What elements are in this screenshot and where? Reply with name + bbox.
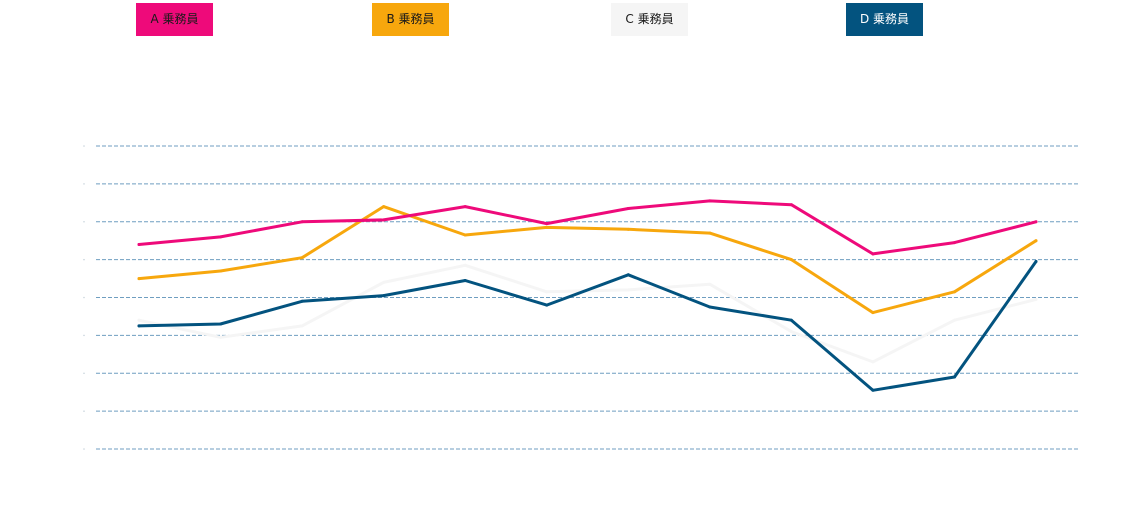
data-point-c-11[interactable] bbox=[952, 318, 956, 322]
data-point-a-6[interactable] bbox=[545, 222, 549, 226]
data-point-d-12[interactable] bbox=[1034, 260, 1038, 264]
data-point-a-1[interactable] bbox=[137, 242, 141, 246]
data-point-b-8[interactable] bbox=[708, 231, 712, 235]
data-point-a-3[interactable] bbox=[300, 220, 304, 224]
y-tick-mark-2 bbox=[83, 372, 85, 375]
data-point-b-12[interactable] bbox=[1034, 239, 1038, 243]
legend-item-b[interactable]: B 乗務員 bbox=[372, 3, 449, 36]
y-tick-mark-8 bbox=[83, 145, 85, 147]
data-point-c-9[interactable] bbox=[789, 330, 793, 334]
grid-lines bbox=[83, 145, 1078, 450]
data-point-b-5[interactable] bbox=[463, 233, 467, 237]
data-point-a-7[interactable] bbox=[626, 206, 630, 210]
series-line-b[interactable] bbox=[137, 205, 1038, 315]
data-point-a-8[interactable] bbox=[708, 199, 712, 203]
data-point-c-1[interactable] bbox=[137, 318, 141, 322]
series-line-c[interactable] bbox=[137, 263, 1038, 364]
data-point-c-5[interactable] bbox=[463, 263, 467, 267]
data-point-c-8[interactable] bbox=[708, 282, 712, 286]
data-point-c-4[interactable] bbox=[382, 280, 386, 284]
data-point-a-5[interactable] bbox=[463, 205, 467, 209]
data-point-d-4[interactable] bbox=[382, 294, 386, 298]
series-line-d[interactable] bbox=[137, 260, 1038, 392]
series-lines bbox=[137, 199, 1038, 392]
y-tick-mark-3 bbox=[83, 334, 85, 337]
data-point-b-7[interactable] bbox=[626, 227, 630, 231]
data-point-b-9[interactable] bbox=[789, 258, 793, 262]
data-point-d-8[interactable] bbox=[708, 305, 712, 309]
data-point-d-1[interactable] bbox=[137, 324, 141, 328]
data-point-d-7[interactable] bbox=[626, 273, 630, 277]
data-point-c-6[interactable] bbox=[545, 290, 549, 294]
data-point-d-2[interactable] bbox=[219, 322, 223, 326]
data-point-c-10[interactable] bbox=[871, 360, 875, 364]
series-line-a[interactable] bbox=[137, 199, 1038, 256]
data-point-d-5[interactable] bbox=[463, 278, 467, 282]
y-tick-mark-4 bbox=[83, 296, 85, 299]
data-point-b-3[interactable] bbox=[300, 256, 304, 260]
data-point-d-6[interactable] bbox=[545, 303, 549, 307]
data-point-d-3[interactable] bbox=[300, 299, 304, 303]
y-tick-mark-5 bbox=[83, 258, 85, 261]
data-point-a-12[interactable] bbox=[1034, 220, 1038, 224]
legend-item-a[interactable]: A 乗務員 bbox=[136, 3, 213, 36]
data-point-b-4[interactable] bbox=[382, 205, 386, 209]
data-point-a-4[interactable] bbox=[382, 218, 386, 222]
y-tick-mark-6 bbox=[83, 220, 85, 223]
legend-item-d[interactable]: D 乗務員 bbox=[846, 3, 923, 36]
data-point-b-11[interactable] bbox=[952, 290, 956, 294]
data-point-b-1[interactable] bbox=[137, 277, 141, 281]
data-point-b-6[interactable] bbox=[545, 225, 549, 229]
data-point-c-2[interactable] bbox=[219, 335, 223, 339]
data-point-c-12[interactable] bbox=[1034, 297, 1038, 301]
data-point-a-11[interactable] bbox=[952, 241, 956, 245]
chart-legend: A 乗務員 B 乗務員 C 乗務員 D 乗務員 bbox=[0, 3, 1147, 36]
data-point-d-11[interactable] bbox=[952, 375, 956, 379]
legend-item-c[interactable]: C 乗務員 bbox=[611, 3, 688, 36]
data-point-a-9[interactable] bbox=[789, 203, 793, 207]
data-point-c-3[interactable] bbox=[300, 324, 304, 328]
data-point-b-10[interactable] bbox=[871, 311, 875, 315]
data-point-a-10[interactable] bbox=[871, 252, 875, 256]
data-point-b-2[interactable] bbox=[219, 269, 223, 273]
data-point-d-9[interactable] bbox=[789, 318, 793, 322]
y-tick-mark-0 bbox=[83, 448, 85, 450]
data-point-c-7[interactable] bbox=[626, 288, 630, 292]
y-tick-mark-7 bbox=[83, 183, 85, 185]
data-point-a-2[interactable] bbox=[219, 235, 223, 239]
y-tick-mark-1 bbox=[83, 410, 85, 412]
data-point-d-10[interactable] bbox=[871, 388, 875, 392]
